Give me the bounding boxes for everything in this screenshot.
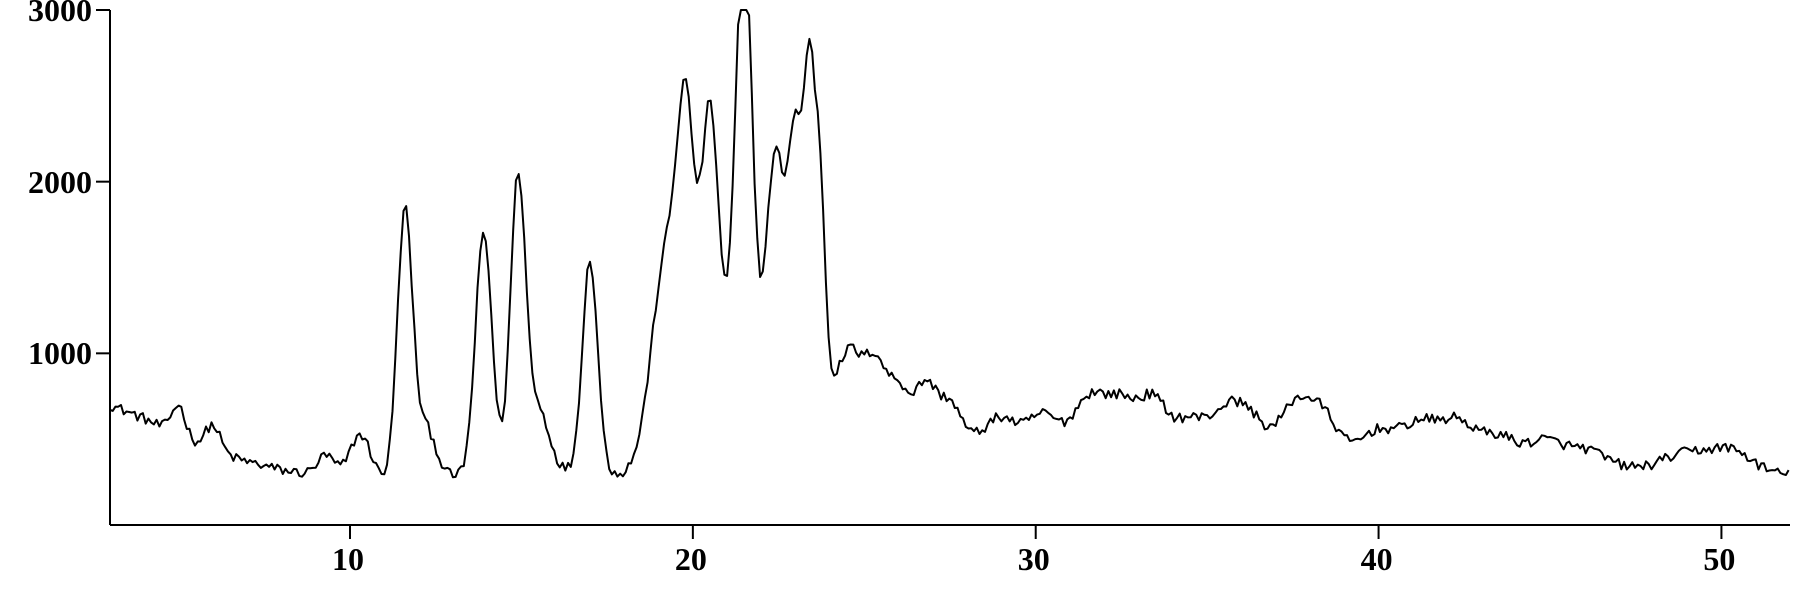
chart-svg bbox=[0, 0, 1799, 593]
ytick-label: 3000 bbox=[28, 0, 92, 29]
ytick-label: 2000 bbox=[28, 164, 92, 201]
xtick-label: 50 bbox=[1703, 541, 1735, 578]
ytick-label: 1000 bbox=[28, 335, 92, 372]
series-line bbox=[110, 10, 1789, 477]
xtick-label: 30 bbox=[1018, 541, 1050, 578]
xtick-label: 40 bbox=[1361, 541, 1393, 578]
xtick-label: 10 bbox=[332, 541, 364, 578]
xrd-chart: 1000 2000 3000 10 20 30 40 50 bbox=[0, 0, 1799, 593]
axes bbox=[110, 10, 1790, 525]
xtick-label: 20 bbox=[675, 541, 707, 578]
